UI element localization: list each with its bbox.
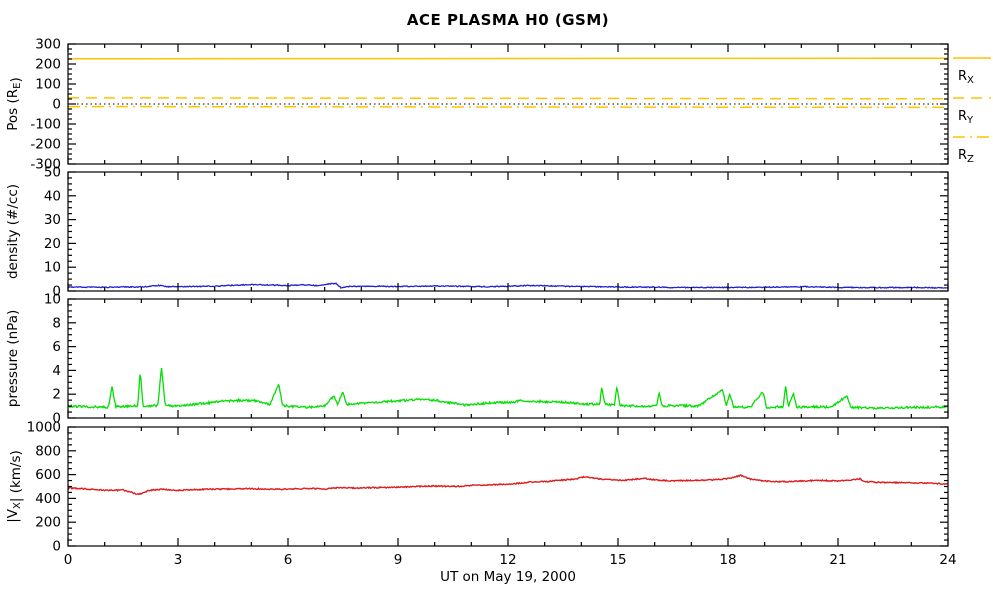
series-pressure [67,367,949,411]
y-tick-label: 400 [35,491,61,507]
y-tick-label: -300 [30,157,61,173]
panel-border [67,298,949,419]
y-tick-label: 1000 [27,420,61,436]
x-tick-label: 24 [939,552,956,568]
y-axis-title: Pos (RE) [5,77,24,131]
panel-1: -300 -200 -100 0 100 200 300 Pos (RE) [5,37,949,173]
y-tick-label: 0 [52,284,61,300]
y-axis-title-sub: E [12,83,23,89]
y-tick-label: -100 [30,117,61,133]
legend-label-y: RY [958,109,974,126]
y-tick-label: -200 [30,137,61,153]
y-tick-label: 0 [52,539,61,555]
series-RY-line [67,97,949,100]
x-tick-label: 15 [609,552,626,568]
y-tick-label: 6 [52,339,61,355]
series-RZ [67,105,949,109]
y-tick-label: 30 [44,212,61,228]
x-tick-label: 12 [499,552,516,568]
series-vx-speed-line [67,474,949,496]
y-tick-label: 0 [52,411,61,427]
series-RX-line [67,57,949,60]
legend-label-text: R [958,148,967,163]
y-tick-label: 0 [52,97,61,113]
panel-3: 0 2 4 6 8 10 pressure (nPa) [5,292,949,427]
panel-2: 0 10 20 30 40 50 density (#/cc) [5,165,949,300]
y-axis-title: density (#/cc) [5,184,21,279]
y-tick-label: 600 [35,467,61,483]
chart-title: ACE PLASMA H0 (GSM) [406,11,610,29]
x-tick-label: 9 [394,552,403,568]
series-pressure-line [67,367,949,411]
x-axis-title: UT on May 19, 2000 [440,569,576,585]
y-tick-label: 300 [35,37,61,53]
legend-label-text: R [958,69,967,84]
y-tick-label: 40 [44,188,61,204]
legend-label-sub: Y [966,115,974,126]
y-axis-title-part: density (#/cc) [5,184,21,279]
series-vx-speed [67,474,949,496]
panel-border [67,171,949,292]
series-RY [67,97,949,100]
y-axis-title-part: | (km/s) [8,450,24,502]
y-axis-title-part: |V [5,508,21,523]
y-tick-label: 10 [44,260,61,276]
y-tick-label: 50 [44,165,61,181]
y-tick-label: 10 [44,292,61,308]
y-tick-label: 20 [44,236,61,252]
x-tick-label: 3 [174,552,183,568]
y-tick-label: 4 [52,363,61,379]
y-tick-label: 200 [35,57,61,73]
y-tick-label: 100 [35,77,61,93]
x-tick-label: 6 [284,552,293,568]
legend-label-sub: X [967,75,974,86]
y-axis-title-part: pressure (nPa) [5,310,21,408]
x-tick-label: 0 [64,552,73,568]
legend-label-sub: Z [967,154,974,165]
y-axis-title: |VX| (km/s) [5,450,24,523]
y-tick-label: 800 [35,443,61,459]
x-tick-label: 18 [719,552,736,568]
y-axis-title: pressure (nPa) [5,310,21,408]
legend-label-text: R [958,109,967,124]
y-tick-label: 2 [52,387,61,403]
series-RX [67,57,949,60]
y-axis-title-part: Pos (R [5,89,21,131]
panel-border [67,426,949,547]
x-tick-label: 21 [829,552,846,568]
y-tick-label: 200 [35,515,61,531]
legend-label-x: RX [958,69,974,86]
legend-label-z: RZ [958,148,974,165]
y-axis-title-part: ) [8,77,24,82]
y-tick-label: 8 [52,315,61,331]
y-axis-title-sub: X [12,502,23,509]
series-RZ-line [67,105,949,109]
